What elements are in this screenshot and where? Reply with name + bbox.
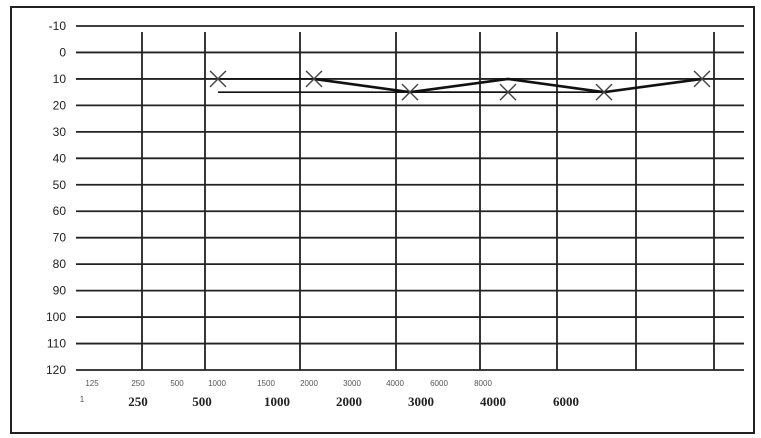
x-tick-label: 4000 (480, 394, 506, 409)
y-tick-label: 50 (53, 178, 67, 192)
x-tick-label-small: 250 (131, 379, 145, 388)
data-point-x-marker (499, 83, 517, 101)
x-tick-label-small: 1500 (257, 379, 275, 388)
data-point-x-marker (305, 70, 323, 88)
audiogram-chart: -10 0 10 20 30 40 50 60 70 80 90 100 110 120 125 250 500… (46, 19, 744, 409)
y-tick-label: 110 (47, 337, 66, 351)
x-tick-label: 250 (128, 394, 148, 409)
data-point-x-marker (209, 70, 227, 88)
data-point-x-marker (401, 83, 419, 101)
x-tick-label: 3000 (408, 394, 434, 409)
y-tick-label: 0 (59, 45, 66, 59)
y-tick-label: -10 (49, 19, 67, 33)
x-tick-label-small: 6000 (430, 379, 448, 388)
y-tick-label: 40 (53, 151, 67, 165)
stray-label: 1 (80, 395, 85, 404)
y-tick-label: 90 (53, 284, 67, 298)
x-tick-label: 2000 (336, 394, 362, 409)
x-tick-label-small: 125 (85, 379, 99, 388)
x-tick-label-small: 4000 (386, 379, 404, 388)
y-tick-label: 120 (46, 363, 66, 377)
x-tick-label-small: 500 (170, 379, 184, 388)
x-tick-label-small: 2000 (300, 379, 318, 388)
x-tick-label: 6000 (553, 394, 579, 409)
data-point-x-marker (693, 70, 711, 88)
x-tick-label-small: 3000 (343, 379, 361, 388)
y-tick-label: 70 (53, 231, 67, 245)
y-tick-label: 20 (53, 98, 67, 112)
series-line (313, 77, 703, 94)
y-tick-label: 10 (53, 72, 67, 86)
y-tick-label: 60 (53, 204, 67, 218)
data-point-x-marker (595, 83, 613, 101)
x-tick-label: 1000 (264, 394, 290, 409)
x-tick-label-small: 1000 (208, 379, 226, 388)
y-tick-label: 80 (53, 257, 67, 271)
y-tick-label: 100 (46, 310, 66, 324)
x-tick-label-small: 8000 (474, 379, 492, 388)
audiogram-frame: -10 0 10 20 30 40 50 60 70 80 90 100 110 120 125 250 500… (10, 6, 755, 434)
x-tick-label: 500 (192, 394, 212, 409)
y-tick-label: 30 (53, 125, 67, 139)
